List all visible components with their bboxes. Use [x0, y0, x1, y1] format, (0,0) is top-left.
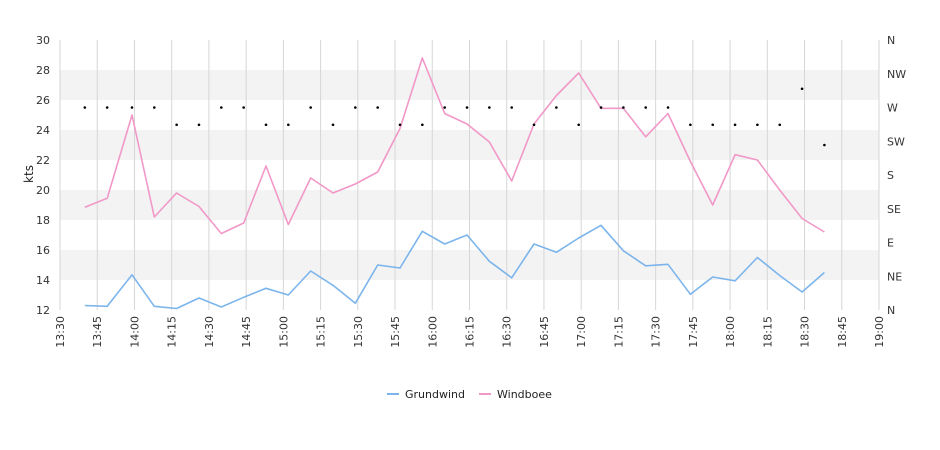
direction-marker: [175, 123, 178, 127]
direction-axis-ticks: N NE E SE S SW W NW N: [887, 34, 906, 317]
direction-marker: [153, 106, 156, 109]
direction-marker: [800, 87, 804, 91]
x-tick-label: 17:15: [612, 316, 625, 348]
direction-marker: [197, 123, 201, 127]
direction-marker: [689, 123, 692, 127]
direction-marker: [83, 106, 87, 109]
x-tick-label: 16:15: [464, 316, 477, 348]
series-line-grundwind: [84, 224, 825, 310]
y-axis-label: kts: [22, 165, 36, 183]
legend-item-grundwind[interactable]: Grundwind: [387, 388, 465, 401]
x-tick-label: 17:00: [575, 316, 588, 348]
direction-marker: [488, 106, 491, 109]
y-tick-label: 18: [36, 214, 50, 227]
legend-item-windboee[interactable]: Windboee: [479, 388, 552, 401]
x-tick-label: 14:45: [240, 316, 253, 348]
y-tick-label: 14: [36, 274, 50, 287]
x-tick-label: 18:00: [724, 316, 737, 348]
direction-markers: [83, 87, 826, 147]
direction-marker: [331, 123, 335, 127]
direction-marker: [264, 123, 268, 127]
direction-tick-label: S: [887, 169, 894, 182]
direction-marker: [443, 106, 446, 109]
direction-marker: [242, 106, 245, 109]
x-tick-label: 16:30: [501, 316, 514, 348]
x-tick-label: 13:30: [54, 316, 67, 348]
x-tick-label: 14:30: [203, 316, 216, 348]
x-tick-label: 16:00: [426, 316, 439, 348]
x-tick-label: 18:15: [761, 316, 774, 348]
legend-label: Windboee: [497, 388, 552, 401]
direction-marker: [130, 106, 134, 109]
direction-marker: [644, 106, 648, 109]
y-axis-ticks: 12 14 16 18 20 22 24 26 28 30: [36, 34, 50, 317]
x-tick-label: 14:00: [128, 316, 141, 348]
x-tick-label: 17:30: [650, 316, 663, 348]
direction-tick-label: W: [887, 102, 898, 115]
direction-tick-label: NW: [887, 68, 906, 81]
direction-tick-label: SE: [887, 203, 901, 216]
y-tick-label: 12: [36, 304, 50, 317]
direction-marker: [577, 123, 580, 127]
direction-tick-label: NE: [887, 270, 902, 283]
direction-tick-label: N: [887, 34, 895, 47]
direction-marker: [398, 123, 402, 127]
x-tick-label: 15:30: [352, 316, 365, 348]
direction-marker: [823, 143, 826, 147]
direction-marker: [666, 106, 670, 109]
y-tick-label: 28: [36, 64, 50, 77]
direction-marker: [599, 106, 603, 109]
direction-tick-label: E: [887, 237, 894, 250]
x-axis-ticks: 13:30 13:45 14:00 14:15 14:30 14:45 15:00 15:15…: [54, 316, 886, 348]
direction-marker: [778, 123, 782, 127]
y-tick-label: 22: [36, 154, 50, 167]
x-tick-label: 16:45: [538, 316, 551, 348]
y-tick-label: 20: [36, 184, 50, 197]
direction-tick-label: N: [887, 304, 895, 317]
x-tick-label: 18:45: [836, 316, 849, 348]
direction-marker: [510, 106, 513, 109]
x-tick-label: 14:15: [166, 316, 179, 348]
direction-marker: [532, 123, 536, 127]
x-tick-label: 17:45: [687, 316, 700, 348]
direction-marker: [733, 123, 737, 127]
direction-marker: [465, 106, 469, 109]
direction-marker: [354, 106, 357, 109]
x-tick-label: 15:45: [389, 316, 402, 348]
direction-marker: [376, 106, 379, 109]
direction-marker: [421, 123, 424, 127]
y-tick-label: 24: [36, 124, 50, 137]
legend-label: Grundwind: [405, 388, 465, 401]
y-tick-label: 16: [36, 244, 50, 257]
direction-tick-label: SW: [887, 135, 905, 148]
y-tick-label: 26: [36, 94, 50, 107]
direction-marker: [711, 123, 715, 127]
x-tick-label: 15:00: [277, 316, 290, 348]
direction-marker: [622, 106, 625, 109]
legend[interactable]: Grundwind Windboee: [387, 388, 552, 401]
direction-marker: [105, 106, 109, 109]
y-tick-label: 30: [36, 34, 50, 47]
x-tick-label: 13:45: [91, 316, 104, 348]
direction-marker: [555, 106, 558, 109]
x-tick-label: 18:30: [799, 316, 812, 348]
direction-marker: [287, 123, 290, 127]
series-lines: [84, 57, 825, 310]
direction-marker: [309, 106, 312, 109]
series-line-windboee: [84, 57, 825, 235]
x-tick-label: 19:00: [873, 316, 886, 348]
direction-marker: [220, 106, 223, 109]
direction-marker: [756, 123, 759, 127]
x-tick-label: 15:15: [315, 316, 328, 348]
